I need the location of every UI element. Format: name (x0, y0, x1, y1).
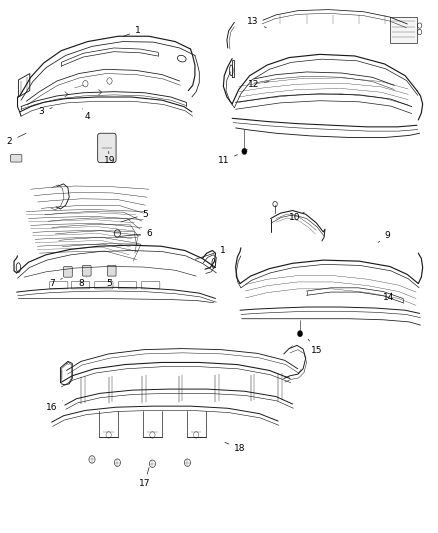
Text: 5: 5 (121, 210, 148, 222)
Text: 14: 14 (383, 293, 395, 302)
FancyBboxPatch shape (390, 17, 417, 43)
Text: 7: 7 (49, 278, 62, 288)
FancyBboxPatch shape (64, 266, 72, 277)
Text: 1: 1 (195, 246, 226, 259)
FancyBboxPatch shape (98, 133, 116, 163)
Text: 4: 4 (82, 109, 90, 120)
Text: 16: 16 (46, 400, 63, 412)
Text: 9: 9 (378, 231, 391, 243)
FancyBboxPatch shape (82, 265, 91, 276)
Circle shape (297, 330, 303, 337)
Text: 11: 11 (218, 155, 237, 165)
Text: 3: 3 (39, 108, 52, 116)
Text: 13: 13 (247, 17, 266, 28)
Text: 18: 18 (225, 442, 246, 453)
Text: 5: 5 (106, 279, 113, 288)
Text: 2: 2 (7, 133, 26, 146)
FancyBboxPatch shape (107, 265, 116, 276)
Text: 19: 19 (104, 151, 115, 165)
Text: 6: 6 (120, 229, 152, 238)
FancyBboxPatch shape (11, 155, 22, 162)
Text: 8: 8 (78, 277, 87, 288)
Text: 15: 15 (308, 339, 322, 355)
Text: 12: 12 (247, 80, 269, 88)
Text: 10: 10 (289, 212, 304, 222)
Text: 1: 1 (123, 27, 141, 36)
Circle shape (242, 148, 247, 155)
Text: 17: 17 (139, 467, 150, 488)
